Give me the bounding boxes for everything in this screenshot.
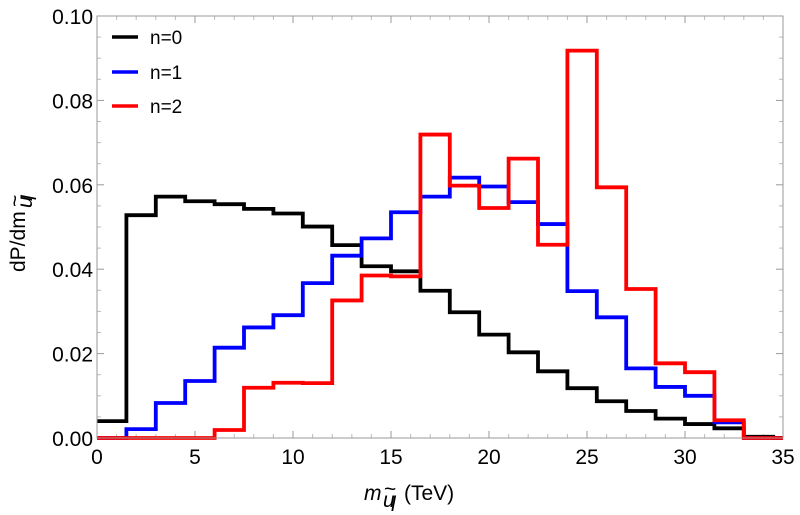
x-tick-label: 30 (673, 446, 696, 469)
x-tick-label: 25 (575, 446, 598, 469)
series-step-n1 (97, 175, 783, 440)
x-tick-label: 35 (771, 446, 794, 469)
x-axis-sub-accent: ~ (384, 478, 396, 501)
legend-label-n0: n=0 (150, 28, 182, 49)
y-axis-main: dP/dm (7, 211, 30, 272)
x-axis-sub-base: u (383, 489, 395, 512)
x-tick-label: 10 (281, 446, 304, 469)
series-step-n2 (97, 48, 783, 440)
legend-label-n2: n=2 (150, 97, 182, 118)
x-tick-labels: 0 5 10 15 20 25 30 35 (91, 446, 795, 469)
x-axis-title: m u ~ l (TeV) (364, 478, 454, 515)
y-tick-label: 0.10 (52, 6, 93, 29)
y-axis-sub-accent: ~ (4, 195, 27, 207)
plot-frame (96, 15, 784, 439)
y-axis-sub-base: u (14, 196, 37, 208)
legend: n=0 n=1 n=2 (112, 28, 182, 118)
y-tick-label: 0.06 (52, 175, 93, 198)
x-tick-label: 5 (189, 446, 201, 469)
series-layer (97, 48, 783, 440)
y-tick-label: 0.08 (52, 90, 93, 113)
x-axis-unit: (TeV) (404, 482, 454, 505)
x-tick-label: 0 (91, 446, 103, 469)
series-step-n0 (97, 194, 783, 440)
y-axis-title: dP/dm u ~ l (4, 194, 41, 272)
y-tick-label: 0.02 (52, 344, 93, 367)
axis-ticks (96, 15, 784, 439)
x-axis-sub-sub: l (391, 493, 397, 515)
x-axis-symbol: m (364, 482, 382, 505)
x-tick-label: 15 (379, 446, 402, 469)
y-axis-sub-sub: l (18, 194, 41, 200)
y-tick-labels: 0.00 0.02 0.04 0.06 0.08 0.10 (52, 6, 93, 451)
x-tick-label: 20 (477, 446, 500, 469)
y-tick-label: 0.04 (52, 259, 93, 282)
legend-label-n1: n=1 (150, 63, 182, 84)
y-tick-label: 0.00 (52, 428, 93, 451)
